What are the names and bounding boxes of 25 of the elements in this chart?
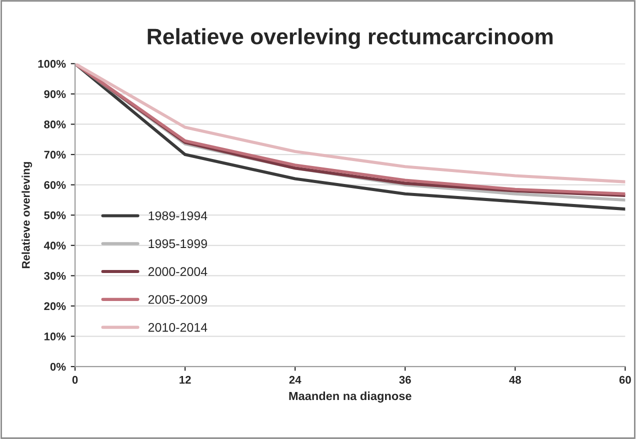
y-tick-label: 30% <box>44 272 66 280</box>
x-tick-label: 48 <box>509 376 521 384</box>
x-tick-label: 24 <box>289 376 302 384</box>
y-tick-label: 80% <box>44 120 66 128</box>
y-tick-label: 40% <box>44 242 66 250</box>
x-tick-label: 36 <box>399 376 411 384</box>
chart-title: Relatieve overleving rectumcarcinoom <box>148 28 553 49</box>
y-tick-label: 70% <box>44 150 66 159</box>
legend-label: 1989-1994 <box>148 211 208 220</box>
x-axis-title: Maanden na diagnose <box>289 392 412 403</box>
x-tick-label: 60 <box>619 376 631 384</box>
y-tick-label: 60% <box>44 181 66 189</box>
y-tick-label: 10% <box>44 332 66 340</box>
x-tick-label: 12 <box>180 376 191 384</box>
y-tick-label: 90% <box>44 90 66 98</box>
legend-label: 2010-2014 <box>148 322 208 332</box>
y-axis-title: Relatieve overleving <box>22 162 32 268</box>
legend-label: 2005-2009 <box>148 295 207 304</box>
y-tick-label: 0% <box>50 362 66 371</box>
y-tick-label: 100% <box>38 60 66 68</box>
legend-label: 2000-2004 <box>148 267 208 276</box>
legend-label: 1995-1999 <box>148 239 207 248</box>
y-tick-label: 50% <box>44 211 66 220</box>
x-tick-label: 0 <box>72 376 78 384</box>
y-tick-label: 20% <box>44 302 66 310</box>
